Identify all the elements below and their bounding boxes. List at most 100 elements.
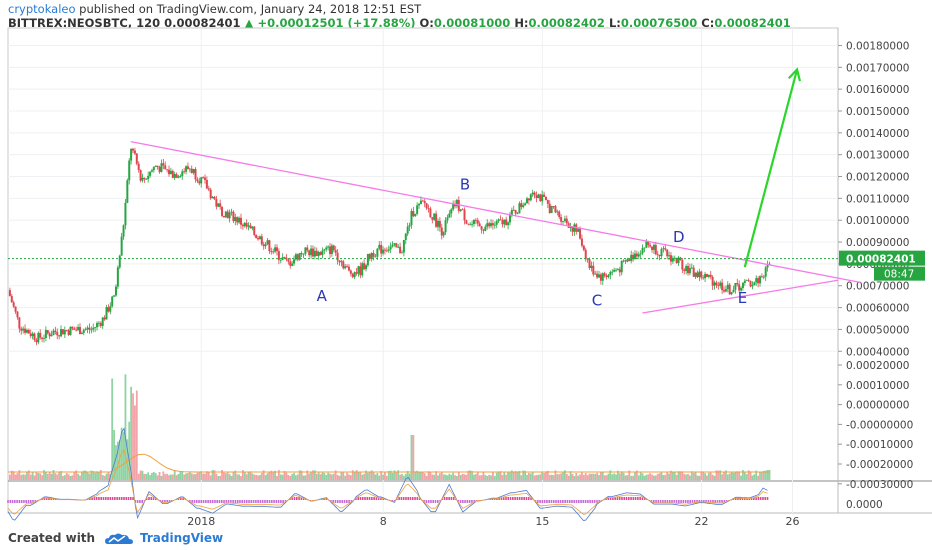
- oscillator-histogram-bar: [461, 500, 464, 503]
- candle-body: [418, 203, 421, 206]
- oscillator-histogram-bar: [725, 500, 728, 502]
- candle-body: [357, 266, 360, 274]
- candle-body: [560, 217, 563, 222]
- candle-body: [687, 266, 690, 274]
- candle-body: [368, 253, 371, 259]
- candle-body: [662, 248, 665, 250]
- oscillator-histogram-bar: [548, 500, 551, 503]
- oscillator-histogram-bar: [230, 500, 232, 503]
- oscillator-histogram-bar: [491, 498, 494, 500]
- volume-bar: [564, 470, 566, 480]
- volume-bar: [397, 470, 400, 480]
- candle-body: [423, 201, 426, 204]
- oscillator-histogram-bar: [193, 500, 196, 503]
- volume-bar: [353, 471, 356, 480]
- candle-body: [351, 273, 354, 278]
- candle-body: [298, 253, 301, 260]
- oscillator-histogram-bar: [355, 498, 357, 500]
- volume-bar: [635, 470, 638, 480]
- author-link[interactable]: cryptokaleo: [8, 2, 76, 16]
- candle-body: [139, 169, 142, 181]
- oscillator-histogram-bar: [393, 500, 396, 502]
- volume-bar: [707, 472, 710, 480]
- oscillator-histogram-bar: [302, 498, 305, 500]
- tradingview-brand-link[interactable]: TradingView: [140, 531, 224, 545]
- oscillator-histogram-bar: [357, 497, 359, 500]
- candle-body: [238, 217, 241, 223]
- candle-body: [177, 176, 180, 178]
- volume-bar: [613, 473, 616, 480]
- candle-body: [711, 276, 714, 286]
- candle-body: [54, 330, 57, 332]
- volume-bar: [139, 470, 142, 480]
- volume-bar: [306, 470, 309, 480]
- oscillator-histogram-bar: [705, 500, 707, 502]
- candle-body: [243, 222, 246, 227]
- candle-body: [306, 247, 309, 251]
- candle-body: [291, 263, 294, 266]
- volume-bar: [173, 470, 176, 480]
- volume-bar: [404, 473, 407, 480]
- volume-bar: [732, 472, 735, 480]
- candle-body: [681, 260, 684, 270]
- candle-body: [224, 211, 227, 218]
- price-chart[interactable]: 0.00040000 0.00050000 0.00060000 0.00070000…: [0, 0, 932, 526]
- open-value: 0.00081000: [433, 16, 511, 30]
- candle-body: [476, 220, 479, 224]
- oscillator-histogram-bar: [616, 497, 619, 500]
- volume-bar: [581, 471, 583, 480]
- candle-body: [436, 220, 439, 227]
- up-triangle-icon: ▲: [244, 16, 254, 30]
- volume-bar: [569, 471, 572, 480]
- volume-bar: [518, 471, 521, 480]
- volume-bar: [474, 474, 477, 480]
- candle-body: [372, 253, 375, 257]
- volume-bar: [658, 473, 661, 480]
- volume-bar: [293, 472, 295, 480]
- volume-bar: [611, 474, 614, 480]
- time-tick-label: 2018: [187, 515, 215, 526]
- symbol-label[interactable]: BITTREX:NEOSBTC, 120: [8, 16, 161, 30]
- oscillator-histogram-bar: [339, 500, 341, 503]
- candle-body: [652, 244, 655, 250]
- candle-body: [22, 328, 25, 331]
- candle-body: [205, 179, 208, 189]
- volume-bar: [671, 471, 674, 480]
- oscillator-histogram-bar: [618, 497, 621, 500]
- volume-bar: [713, 475, 716, 480]
- candle-body: [50, 334, 53, 337]
- candle-body: [668, 255, 671, 257]
- oscillator-histogram-bar: [659, 500, 662, 503]
- candle-body: [289, 261, 292, 266]
- candle-body: [349, 270, 352, 274]
- candle-body: [99, 322, 102, 326]
- oscillator-histogram-bar: [273, 500, 275, 503]
- volume-bar: [584, 472, 587, 480]
- candle-body: [190, 168, 193, 174]
- volume-bar: [162, 471, 165, 480]
- volume-bar: [730, 472, 733, 480]
- volume-tick-label: 0.00000000: [846, 400, 909, 412]
- oscillator-histogram-bar: [748, 498, 751, 500]
- oscillator-histogram-bar: [568, 500, 571, 503]
- candle-body: [759, 276, 762, 284]
- candle-body: [713, 282, 716, 286]
- oscillator-histogram-bar: [643, 498, 646, 500]
- volume-bar: [209, 475, 212, 480]
- volume-bar: [573, 475, 576, 480]
- volume-bar: [141, 470, 144, 480]
- oscillator-histogram-bar: [214, 500, 216, 503]
- oscillator-histogram-bar: [323, 498, 325, 500]
- oscillator-histogram-bar: [41, 498, 43, 500]
- candle-body: [327, 246, 330, 248]
- volume-bar: [473, 474, 475, 480]
- oscillator-histogram-bar: [564, 500, 566, 503]
- candle-body: [257, 238, 260, 240]
- candle-body: [71, 326, 74, 329]
- candle-body: [685, 266, 688, 272]
- published-text: published on TradingView.com, January 24…: [79, 2, 422, 16]
- volume-bar: [310, 471, 312, 480]
- oscillator-histogram-bar: [250, 500, 253, 503]
- candle-body: [603, 273, 606, 276]
- volume-bar: [757, 475, 760, 480]
